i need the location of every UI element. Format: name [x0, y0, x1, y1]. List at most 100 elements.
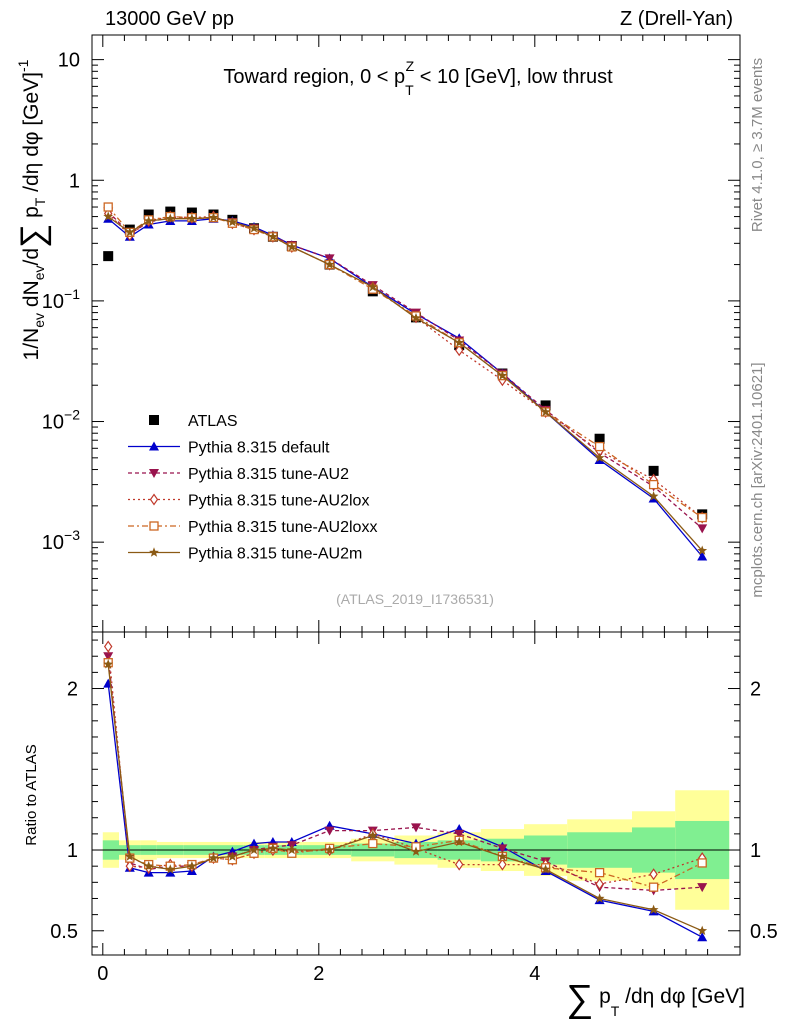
y-tick-label-right: 1 — [750, 840, 761, 862]
data-point — [324, 259, 335, 269]
data-point — [187, 213, 197, 223]
data-point — [594, 452, 605, 462]
ratio-point — [497, 851, 508, 861]
data-point — [165, 213, 176, 223]
ratio-point — [187, 861, 197, 871]
data-point — [103, 202, 113, 212]
y-tick-label: 10−2 — [42, 407, 80, 434]
ratio-point — [697, 858, 707, 868]
ratio-frame — [91, 631, 741, 956]
legend-entry: Pythia 8.315 default — [128, 440, 330, 457]
series-pythia-8-315-tune-au2m — [103, 211, 708, 555]
ratio-point — [594, 893, 605, 903]
data-point — [124, 227, 135, 237]
legend-marker — [149, 521, 159, 531]
ratio-point — [143, 861, 154, 871]
legend-entry: Pythia 8.315 tune-AU2m — [128, 546, 362, 563]
legend-label: ATLAS — [188, 413, 238, 430]
data-point — [540, 400, 551, 411]
main-series — [103, 202, 708, 561]
ratio-series-pythia-8-315-tune-au2m — [103, 659, 708, 935]
y-tick-label: 1 — [67, 840, 78, 862]
ratio-point — [595, 877, 604, 890]
y-tick-label: 0.5 — [50, 921, 78, 943]
ratio-line — [107, 664, 703, 932]
data-point — [697, 551, 708, 561]
ratio-point — [540, 864, 551, 874]
y-tick-label: 1 — [69, 170, 80, 192]
ratio-point — [125, 860, 135, 873]
ratio-point — [497, 844, 508, 854]
ratio-point — [454, 858, 464, 871]
data-point — [540, 406, 551, 417]
reference-label: (ATLAS_2019_I1736531) — [336, 591, 494, 607]
data-point — [103, 211, 114, 221]
data-point — [411, 312, 421, 323]
y-tick-label: 10−1 — [42, 286, 80, 313]
data-point — [454, 337, 465, 347]
main-frame — [91, 34, 741, 633]
ratio-y-ticks: 0.5 0.5 1 1 2 2 — [50, 639, 778, 948]
x-tick-label: 0 — [97, 963, 108, 985]
y-tick-label-right: 2 — [750, 679, 761, 701]
data-point — [143, 215, 154, 226]
ratio-point — [594, 867, 605, 878]
header-energy-label: 13000 GeV pp — [105, 8, 234, 30]
data-point — [497, 370, 508, 380]
ratio-point — [411, 846, 421, 856]
legend-label: Pythia 8.315 tune-AU2loxx — [188, 519, 377, 536]
ratio-point — [324, 844, 335, 855]
ratio-point — [103, 659, 114, 669]
ratio-point — [697, 925, 708, 935]
ratio-point — [697, 883, 708, 893]
data-point — [648, 491, 659, 501]
data-point — [367, 281, 378, 292]
ratio-x-ticks: 0 2 4 — [97, 632, 709, 985]
ratio-point — [454, 829, 465, 839]
legend-marker — [149, 469, 159, 478]
data-point — [143, 209, 154, 220]
data-point — [648, 465, 659, 476]
data-point — [249, 223, 259, 233]
ratio-point — [286, 844, 297, 855]
legend: ATLAS Pythia 8.315 default Pythia 8.315 tu… — [128, 413, 377, 563]
y-tick-label: 2 — [67, 679, 78, 701]
data-point — [697, 524, 708, 534]
header-process-label: Z (Drell-Yan) — [620, 8, 733, 30]
ratio-point — [103, 640, 113, 653]
data-point — [697, 545, 708, 555]
data-point — [697, 512, 707, 523]
ratio-point — [498, 858, 507, 871]
legend-marker — [149, 441, 159, 451]
legend-marker — [149, 415, 159, 425]
data-point — [268, 231, 278, 241]
data-point — [208, 212, 219, 222]
y-tick-label-right: 0.5 — [750, 921, 778, 943]
ratio-point — [324, 826, 335, 836]
ratio-point — [165, 864, 176, 874]
data-point — [454, 344, 464, 357]
ratio-y-axis-label: Ratio to ATLAS — [23, 744, 40, 845]
main-panel: 10−3 10−2 10−1 1 10 Toward region, 0 < pTZ <… — [42, 34, 741, 633]
ratio-point — [367, 830, 378, 840]
legend-marker — [149, 493, 159, 506]
ratio-point — [454, 836, 465, 847]
ratio-point — [368, 838, 378, 849]
ratio-line — [107, 683, 703, 938]
y-tick-label: 10 — [58, 50, 80, 72]
ratio-point — [648, 882, 659, 892]
ratio-point — [227, 851, 238, 861]
x-axis-label: ∑ pT /dη dφ [GeV] — [566, 978, 745, 1020]
data-point — [103, 251, 114, 262]
rivet-version-label: Rivet 4.1.0, ≥ 3.7M events — [749, 58, 766, 232]
legend-label: Pythia 8.315 default — [188, 440, 330, 457]
x-tick-label: 4 — [529, 963, 540, 985]
legend-label: Pythia 8.315 tune-AU2lox — [188, 493, 369, 510]
main-x-ticks — [102, 35, 709, 632]
main-title: Toward region, 0 < pTZ < 10 [GeV], low t… — [223, 58, 613, 98]
ratio-point — [648, 904, 659, 914]
data-point — [286, 241, 297, 252]
series-pythia-8-315-tune-au2 — [103, 207, 708, 534]
ratio-point — [411, 823, 421, 833]
